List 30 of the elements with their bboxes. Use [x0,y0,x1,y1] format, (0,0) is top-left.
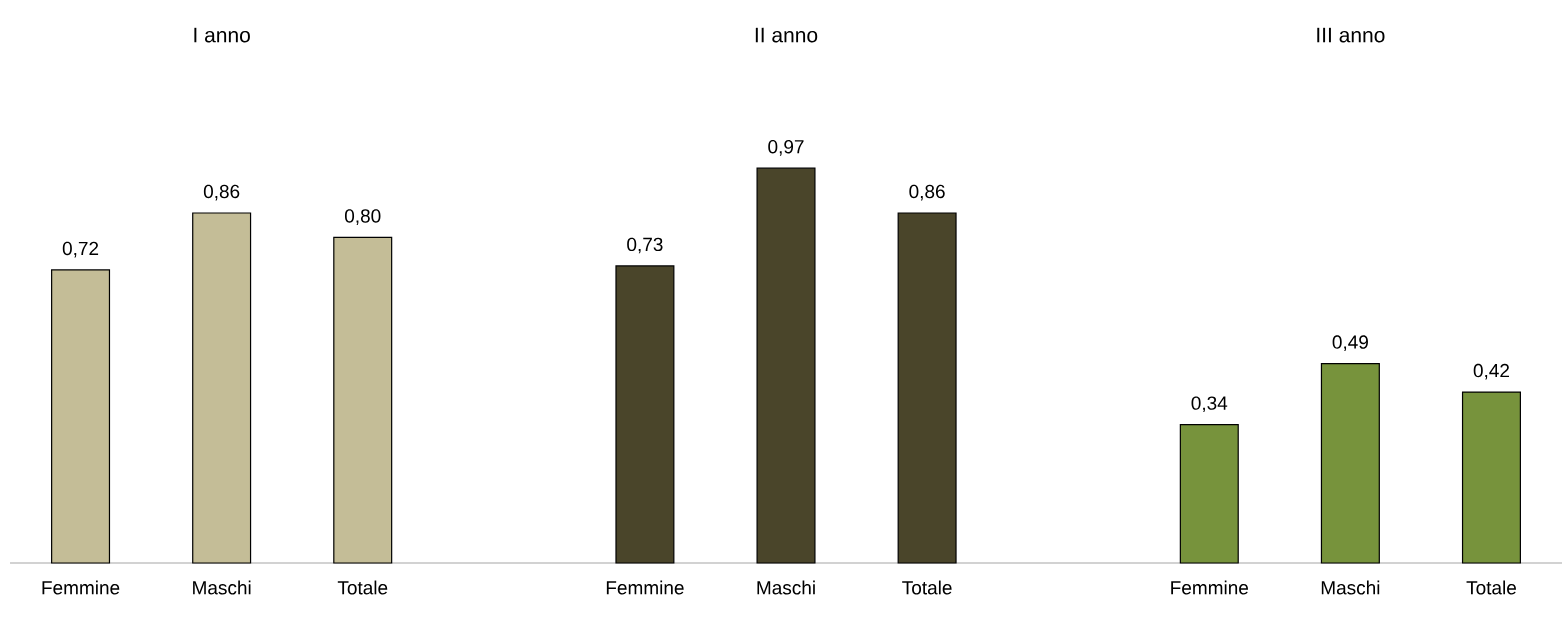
data-label: 0,42 [1473,363,1509,380]
text: I anno [194,27,250,43]
data-label: 0,34 [1191,396,1228,413]
data-label: 0,49 [1332,335,1368,352]
data-label: 0,80 [344,209,381,225]
x-tick-label: Totale [337,580,388,595]
text: II anno [755,27,818,43]
data-label: 0,73 [627,237,663,254]
bar [1320,362,1380,564]
data-label: 0,97 [768,139,804,156]
text: III anno [1317,27,1385,43]
x-tick-label: Totale [1466,580,1516,595]
bar [756,167,816,564]
x-tick-label: Maschi [193,580,251,595]
x-tick-label: Maschi [757,580,815,595]
bar [51,269,111,564]
bar [615,265,675,564]
bar [1179,424,1239,564]
x-tick-label: Totale [902,580,952,595]
bar [333,236,393,564]
bar [1461,391,1521,564]
data-label: 0,86 [909,184,945,201]
bar [192,212,252,564]
x-tick-label: Femmine [606,580,684,595]
x-tick-label: Femmine [1171,580,1249,595]
x-tick-label: Maschi [1321,580,1380,595]
data-label: 0,72 [62,241,99,258]
bar [897,212,957,564]
x-tick-label: Femmine [42,580,120,595]
data-label: 0,86 [203,184,240,201]
